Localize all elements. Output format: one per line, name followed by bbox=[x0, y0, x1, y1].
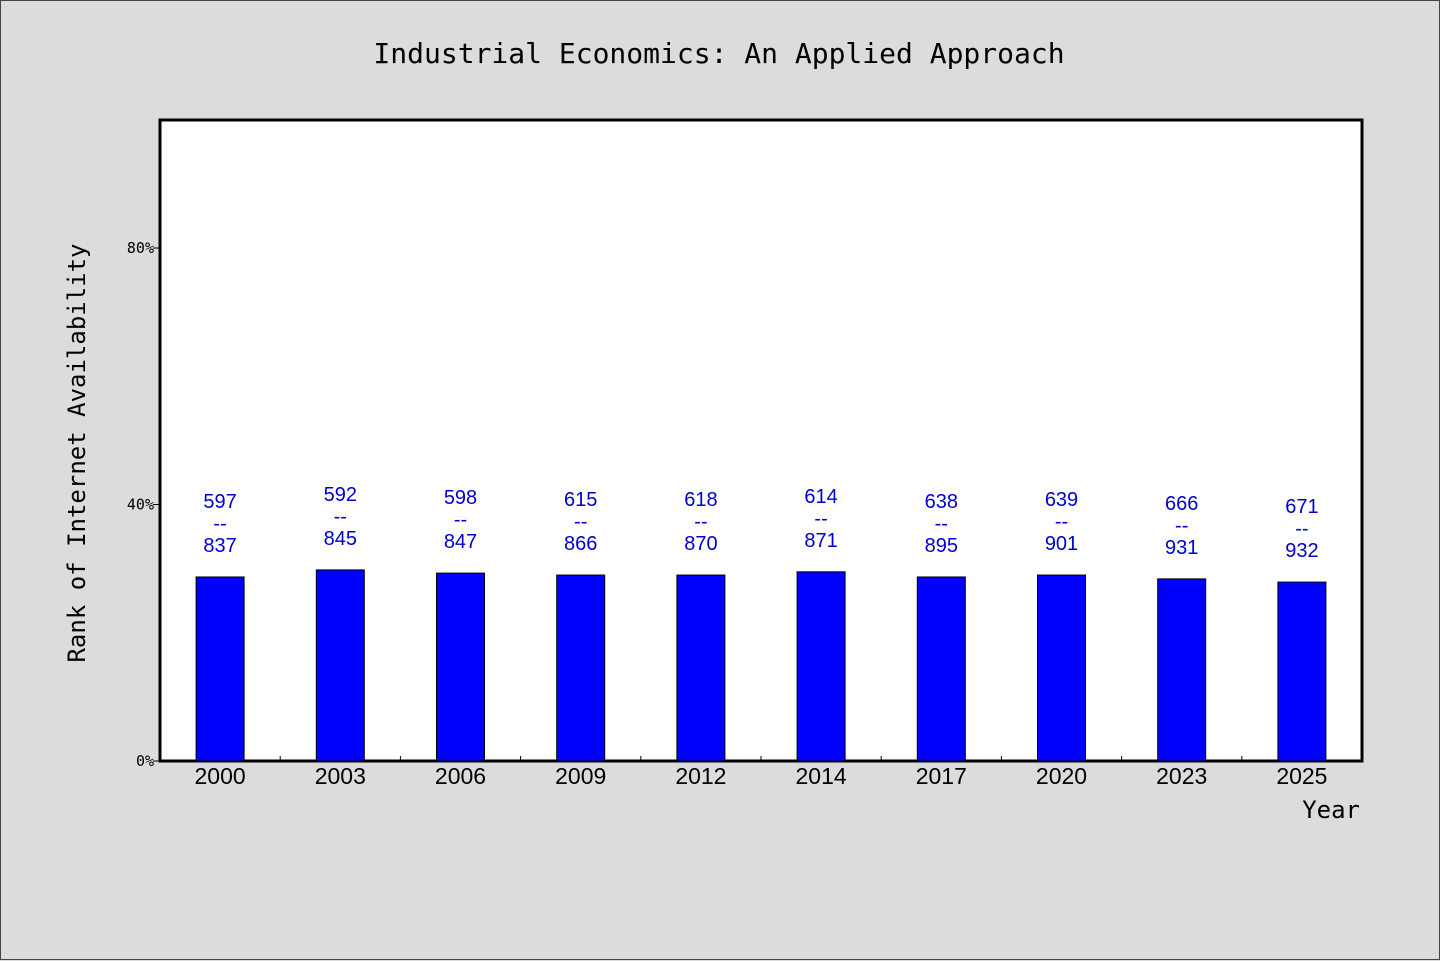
data-label-bottom: 847 bbox=[444, 531, 477, 553]
x-tick-label: 2023 bbox=[1156, 763, 1207, 789]
bar bbox=[1037, 574, 1086, 762]
data-label-bottom: 932 bbox=[1285, 540, 1318, 562]
data-labels-group: 597--837592--845598--847615--866618--870… bbox=[203, 484, 1318, 562]
data-label-top: 639 bbox=[1045, 489, 1078, 511]
data-label-bottom: 901 bbox=[1045, 533, 1078, 555]
data-label-top: 671 bbox=[1285, 496, 1318, 518]
data-label-separator: -- bbox=[1055, 511, 1068, 533]
bars-group bbox=[195, 569, 1327, 762]
data-label-top: 618 bbox=[684, 489, 717, 511]
x-tick-label: 2003 bbox=[315, 763, 366, 789]
data-label-bottom: 837 bbox=[203, 535, 236, 557]
bar bbox=[195, 576, 245, 762]
bar bbox=[315, 569, 365, 762]
x-tick-label: 2017 bbox=[916, 763, 967, 789]
data-label-bottom: 895 bbox=[925, 535, 958, 557]
data-label-separator: -- bbox=[814, 508, 827, 530]
data-label-top: 615 bbox=[564, 489, 597, 511]
x-tick-label: 2000 bbox=[195, 763, 246, 789]
x-tick-label: 2006 bbox=[435, 763, 486, 789]
y-tick-label: 80% bbox=[127, 239, 154, 257]
x-tick-label: 2012 bbox=[675, 763, 726, 789]
data-label-separator: -- bbox=[1295, 518, 1308, 540]
data-label-top: 638 bbox=[925, 491, 958, 513]
data-label-top: 592 bbox=[324, 484, 357, 506]
y-tick-label: 40% bbox=[127, 496, 154, 514]
bar bbox=[676, 574, 726, 762]
x-tick-label: 2009 bbox=[555, 763, 606, 789]
x-tick-label: 2025 bbox=[1276, 763, 1327, 789]
x-tick-label: 2020 bbox=[1036, 763, 1087, 789]
data-label-bottom: 871 bbox=[804, 530, 837, 552]
bar bbox=[796, 571, 846, 762]
y-tick-label: 0% bbox=[136, 752, 154, 770]
x-tick-label: 2014 bbox=[796, 763, 847, 789]
data-label-top: 666 bbox=[1165, 493, 1198, 515]
data-label-separator: -- bbox=[574, 511, 587, 533]
y-axis-label: Rank of Internet Availability bbox=[63, 243, 91, 662]
data-label-top: 614 bbox=[804, 486, 837, 508]
bar bbox=[1157, 578, 1207, 762]
data-label-separator: -- bbox=[935, 513, 948, 535]
bar bbox=[436, 572, 485, 762]
bar bbox=[556, 574, 606, 762]
data-label-bottom: 931 bbox=[1165, 537, 1198, 559]
bar bbox=[916, 576, 966, 762]
data-label-bottom: 866 bbox=[564, 533, 597, 555]
data-label-bottom: 870 bbox=[684, 533, 717, 555]
data-label-bottom: 845 bbox=[324, 528, 357, 550]
data-label-separator: -- bbox=[1175, 515, 1188, 537]
data-label-separator: -- bbox=[454, 509, 467, 531]
data-label-separator: -- bbox=[213, 513, 226, 535]
ticks-group: 2000 2003 2006 2009 2012 2014 2017 2020 2023 2025… bbox=[127, 239, 1328, 789]
x-axis-label: Year bbox=[1302, 796, 1360, 824]
data-label-top: 598 bbox=[444, 487, 477, 509]
data-label-separator: -- bbox=[694, 511, 707, 533]
chart-title: Industrial Economics: An Applied Approac… bbox=[373, 37, 1064, 70]
data-label-top: 597 bbox=[203, 491, 236, 513]
bar bbox=[1277, 581, 1327, 762]
data-label-separator: -- bbox=[334, 506, 347, 528]
